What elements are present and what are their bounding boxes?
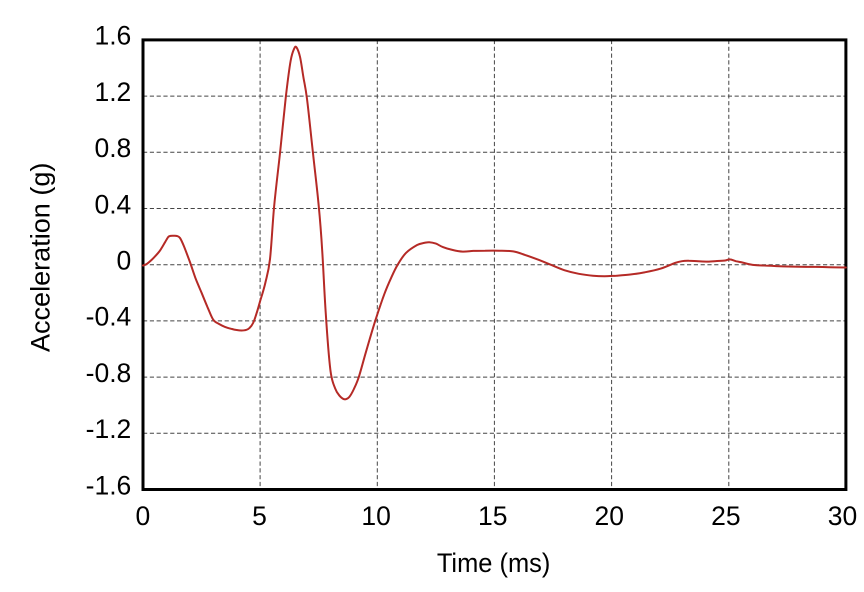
- svg-text:20: 20: [595, 501, 624, 531]
- svg-text:0.8: 0.8: [94, 133, 131, 163]
- svg-text:Time (ms): Time (ms): [437, 548, 551, 578]
- svg-text:-0.4: -0.4: [86, 302, 132, 332]
- svg-text:0.4: 0.4: [94, 189, 131, 219]
- svg-text:10: 10: [361, 501, 390, 531]
- svg-text:-0.8: -0.8: [86, 358, 132, 388]
- svg-text:Acceleration (g): Acceleration (g): [26, 163, 56, 353]
- svg-text:25: 25: [711, 501, 740, 531]
- svg-text:30: 30: [828, 501, 857, 531]
- svg-text:-1.6: -1.6: [86, 470, 132, 500]
- svg-text:-1.2: -1.2: [86, 414, 132, 444]
- svg-text:1.2: 1.2: [94, 77, 131, 107]
- svg-text:0: 0: [136, 501, 151, 531]
- svg-text:5: 5: [252, 501, 267, 531]
- svg-text:15: 15: [478, 501, 507, 531]
- svg-text:1.6: 1.6: [94, 21, 131, 51]
- svg-text:0: 0: [117, 246, 132, 276]
